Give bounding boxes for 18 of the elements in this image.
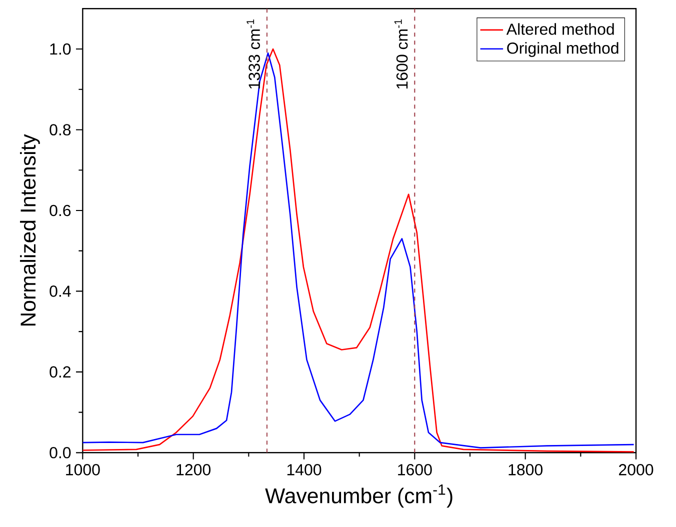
x-tick-label: 1400 [287, 464, 322, 476]
x-axis-title: Wavenumber (cm$^{-1}$) [265, 484, 452, 508]
y-tick-label: 1.0 [50, 44, 71, 55]
ref-line-label: 1600 cm$^{-1}$ [394, 20, 408, 89]
x-tick-label: 1000 [66, 464, 100, 476]
x-tick-label: 1600 [398, 464, 432, 476]
legend-label: Altered method [506, 23, 614, 36]
y-axis-title: Normalized Intensity [20, 134, 40, 326]
y-tick-label: 0.4 [50, 286, 71, 298]
x-tick-label: 2000 [619, 464, 654, 476]
x-tick-label: 1800 [508, 464, 543, 476]
y-tick-label: 0.6 [50, 204, 71, 216]
y-tick-label: 0.0 [50, 447, 71, 458]
y-tick-label: 0.8 [50, 124, 71, 136]
x-tick-label: 1200 [176, 464, 211, 476]
ref-line-label: 1333 cm$^{-1}$ [246, 20, 260, 89]
y-tick-label: 0.2 [50, 366, 70, 378]
legend-label: Original method [507, 42, 618, 58]
